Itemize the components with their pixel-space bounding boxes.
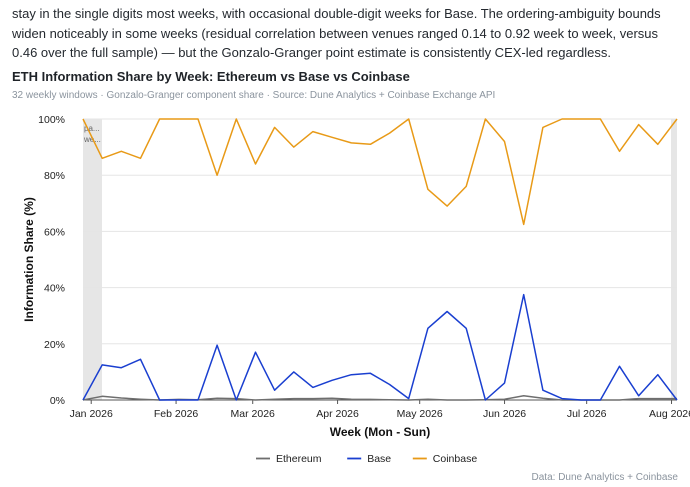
x-tick-label: Mar 2026	[231, 408, 276, 420]
x-tick-label: Jul 2026	[567, 408, 607, 420]
partial-week-band-start	[83, 119, 102, 400]
y-axis-title: Information Share (%)	[22, 197, 36, 322]
y-tick-label: 20%	[44, 339, 65, 351]
partial-week-annotation: we...	[83, 135, 101, 144]
legend-label-coinbase: Coinbase	[433, 453, 478, 465]
y-tick-label: 0%	[50, 395, 65, 407]
x-tick-label: Jun 2026	[483, 408, 526, 420]
y-tick-label: 80%	[44, 170, 65, 182]
intro-paragraph: stay in the single digits most weeks, wi…	[12, 6, 661, 60]
series-line-coinbase	[82, 118, 678, 226]
x-tick-label: Aug 2026	[649, 408, 690, 420]
line-chart: 0% 20% 40% 60% 80% 100% pa... we... Jan 2026 Feb …	[22, 114, 690, 465]
x-tick-label: Apr 2026	[316, 408, 359, 420]
x-tick-label: Jan 2026	[70, 408, 113, 420]
legend-label-ethereum: Ethereum	[276, 453, 322, 465]
y-tick-label: 40%	[44, 283, 65, 295]
series-line-base	[82, 293, 678, 401]
y-tick-label: 100%	[38, 114, 65, 126]
partial-week-annotation: pa...	[84, 124, 100, 133]
legend-label-base: Base	[367, 453, 391, 465]
x-tick-label: Feb 2026	[154, 408, 199, 420]
partial-week-band-end	[671, 119, 677, 400]
y-tick-label: 60%	[44, 226, 65, 238]
chart-footer-source: Data: Dune Analytics + Coinbase	[531, 472, 678, 483]
x-axis-title: Week (Mon - Sun)	[330, 425, 430, 439]
chart-subtitle: 32 weekly windows · Gonzalo-Granger comp…	[12, 90, 496, 101]
x-tick-label: May 2026	[397, 408, 443, 420]
chart-title: ETH Information Share by Week: Ethereum …	[12, 69, 410, 84]
